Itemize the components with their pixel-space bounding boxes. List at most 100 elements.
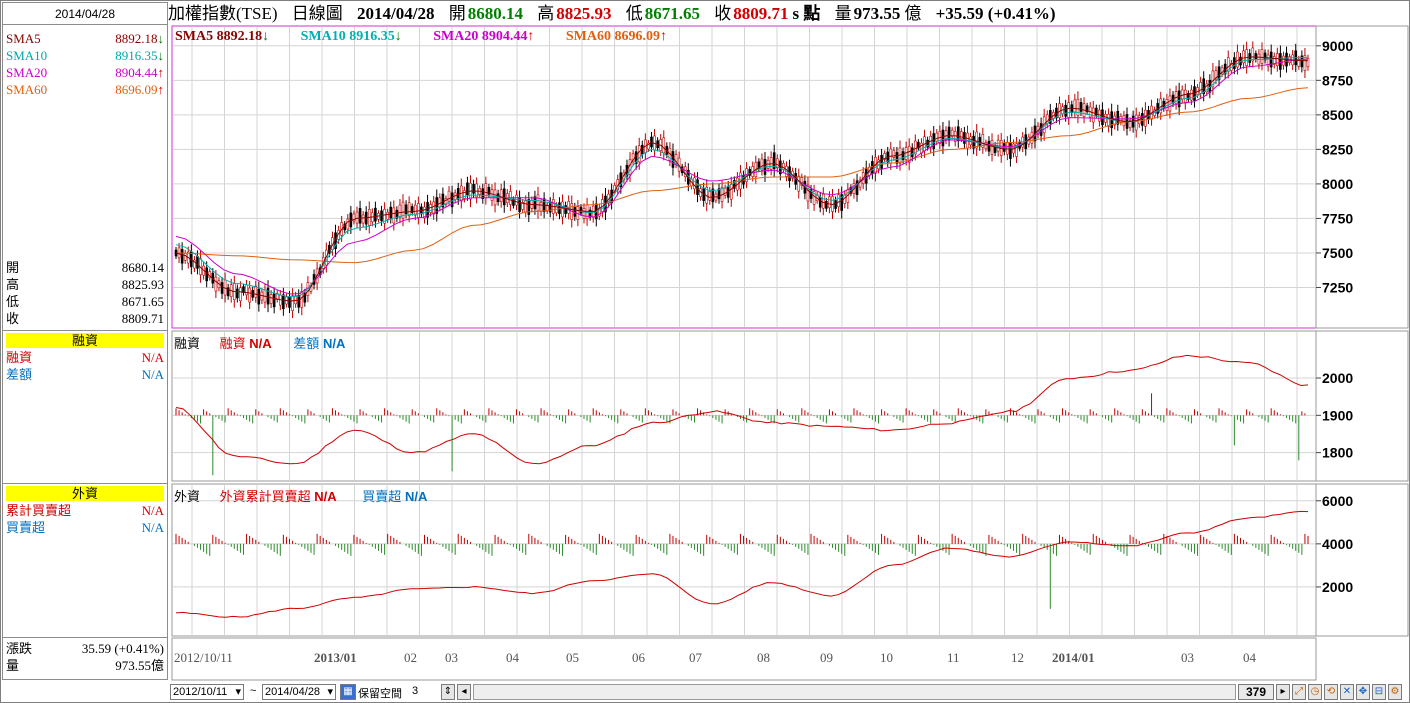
sma5-row: SMA5 8892.18↓ bbox=[6, 30, 164, 47]
foreign-net-row: 買賣超 N/A bbox=[6, 519, 164, 536]
sma10-label: SMA10 bbox=[6, 48, 48, 63]
ohlc-open-value: 8680.14 bbox=[121, 260, 164, 275]
spin-buttons-icon[interactable]: ⇕ bbox=[441, 684, 455, 700]
candle-body bbox=[883, 153, 886, 160]
candle-body bbox=[956, 126, 960, 142]
fit-icon[interactable]: ✕ bbox=[1340, 684, 1354, 700]
candle-body bbox=[361, 214, 365, 224]
zoom-icon[interactable]: ⤢ bbox=[1292, 684, 1306, 700]
x-tick-label: 09 bbox=[820, 650, 833, 665]
ohlc-open-label: 開 bbox=[6, 260, 20, 275]
diff-row: 差額 N/A bbox=[6, 366, 164, 383]
candle-body bbox=[383, 208, 386, 224]
candle-body bbox=[1180, 89, 1184, 100]
scroll-right-button[interactable]: ▸ bbox=[1276, 684, 1290, 700]
candle-body bbox=[1242, 50, 1245, 64]
high-value: 8825.93 bbox=[556, 4, 612, 23]
arrow-up-icon: ↑ bbox=[660, 29, 667, 44]
candle-body bbox=[1300, 55, 1304, 68]
x-tick-label: 03 bbox=[445, 650, 458, 665]
candle-body bbox=[196, 256, 199, 269]
candle-body bbox=[760, 158, 764, 171]
candle-body bbox=[960, 131, 963, 139]
ohlc-close-label: 收 bbox=[6, 311, 20, 326]
candle-body bbox=[729, 183, 733, 200]
candle-body bbox=[183, 253, 187, 261]
panel-date: 2014/04/28 bbox=[3, 3, 167, 25]
candle-body bbox=[239, 287, 242, 302]
volume-summary-value: 973.55億 bbox=[115, 658, 164, 673]
candle-body bbox=[355, 211, 359, 224]
candle-body bbox=[1076, 98, 1080, 116]
keep-space-input[interactable]: 3 bbox=[410, 684, 440, 700]
y-tick-label: 4000 bbox=[1322, 536, 1353, 552]
candle-body bbox=[953, 131, 957, 142]
legend-sma60: SMA60 8696.09 bbox=[565, 29, 660, 44]
x-tick-label: 06 bbox=[632, 650, 646, 665]
close-value: 8809.71 bbox=[733, 4, 789, 23]
y-tick-label: 8000 bbox=[1322, 176, 1353, 192]
scroll-left-button[interactable]: ◂ bbox=[457, 684, 471, 700]
candle-body bbox=[693, 177, 696, 190]
sma5-value: 8892.18↓ bbox=[115, 30, 164, 47]
candle-body bbox=[1236, 51, 1239, 68]
reset-icon[interactable]: ⟲ bbox=[1324, 684, 1338, 700]
candle-body bbox=[410, 206, 414, 213]
candle-body bbox=[821, 193, 825, 209]
x-tick-label: 05 bbox=[566, 650, 579, 665]
candle-body bbox=[579, 206, 583, 214]
candle-body bbox=[272, 293, 276, 308]
candle-body bbox=[1226, 57, 1230, 72]
candle-body bbox=[812, 191, 816, 205]
end-date-select[interactable]: 2014/04/28 ▾ bbox=[262, 684, 336, 700]
margin-label: 融資 bbox=[6, 350, 33, 365]
zoom-out-icon[interactable]: ⊟ bbox=[1372, 684, 1386, 700]
sma10-row: SMA10 8916.35↓ bbox=[6, 47, 164, 64]
sma10-value: 8916.35↓ bbox=[115, 47, 164, 64]
candle-body bbox=[772, 152, 776, 169]
sma5-label: SMA5 bbox=[6, 31, 41, 46]
candle-body bbox=[1183, 89, 1187, 104]
candle-body bbox=[502, 188, 506, 206]
candle-body bbox=[269, 294, 273, 304]
clock-icon[interactable]: ◷ bbox=[1308, 684, 1322, 700]
move-icon[interactable]: ✥ bbox=[1356, 684, 1370, 700]
arrow-down-icon: ↓ bbox=[157, 48, 165, 63]
sma20-row: SMA20 8904.44↑ bbox=[6, 64, 164, 81]
candle-body bbox=[944, 130, 948, 141]
candle-body bbox=[1272, 56, 1276, 65]
low-value: 8671.65 bbox=[644, 4, 700, 23]
candle-body bbox=[990, 140, 994, 155]
candle-body bbox=[662, 137, 666, 154]
candle-body bbox=[1067, 102, 1071, 118]
candle-body bbox=[1205, 83, 1209, 93]
calendar-icon[interactable]: ▦ bbox=[340, 684, 356, 700]
start-date-select[interactable]: 2012/10/11 ▾ bbox=[170, 684, 244, 700]
candle-body bbox=[981, 133, 985, 148]
horizontal-scrollbar[interactable] bbox=[473, 684, 1236, 700]
foreign-cum-legend-name: 外資累計買賣超 bbox=[219, 489, 311, 504]
candle-body bbox=[297, 294, 301, 308]
candle-body bbox=[733, 180, 736, 189]
settings-icon[interactable]: ⚙ bbox=[1388, 684, 1402, 700]
candle-body bbox=[779, 160, 782, 175]
axis-frame-2 bbox=[1315, 483, 1409, 637]
sma60-label: SMA60 bbox=[6, 82, 48, 97]
candle-body bbox=[1266, 54, 1270, 67]
candle-body bbox=[561, 201, 564, 218]
volume-value: 973.55 bbox=[853, 4, 901, 23]
x-tick-label: 2014/01 bbox=[1052, 650, 1095, 665]
candle-body bbox=[892, 150, 896, 158]
foreign-section-title: 外資 bbox=[6, 486, 164, 501]
y-tick-label: 6000 bbox=[1322, 493, 1353, 509]
x-axis-frame bbox=[171, 637, 1317, 681]
margin-legend: 融資 融資 N/A 差額 N/A bbox=[174, 333, 345, 352]
candle-body bbox=[524, 200, 528, 213]
x-tick-label: 2013/01 bbox=[314, 650, 357, 665]
foreign-cum-row: 累計買賣超 N/A bbox=[6, 502, 164, 519]
candle-body bbox=[450, 192, 454, 208]
arrow-up-icon: ↑ bbox=[157, 65, 165, 80]
candle-body bbox=[723, 187, 727, 196]
candle-body bbox=[374, 207, 377, 222]
